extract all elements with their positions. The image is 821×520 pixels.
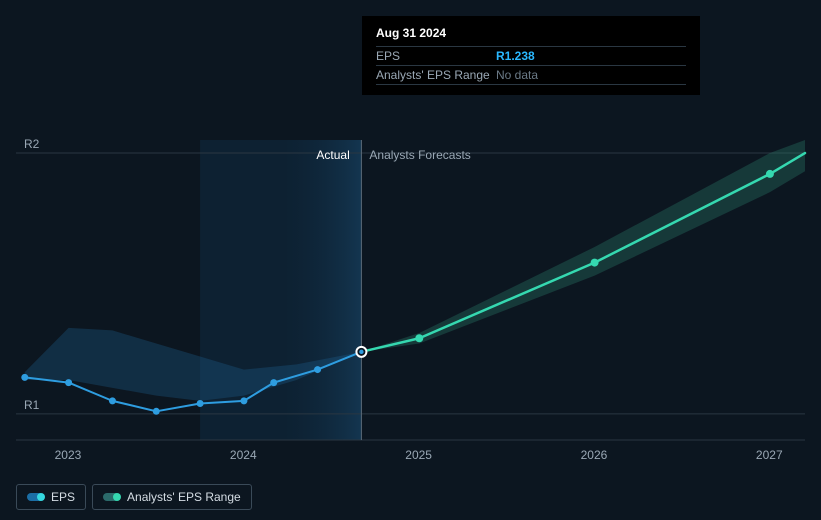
tooltip-row-eps: EPS R1.238 <box>376 46 686 65</box>
x-tick-label: 2025 <box>405 448 432 462</box>
x-tick-label: 2026 <box>581 448 608 462</box>
x-tick-label: 2024 <box>230 448 257 462</box>
marker-actual <box>153 408 160 415</box>
marker-forecast <box>591 259 599 267</box>
y-tick-label: R1 <box>24 398 39 412</box>
marker-actual <box>197 400 204 407</box>
marker-forecast <box>766 170 774 178</box>
marker-highlight-inner <box>359 350 363 354</box>
chart-legend: EPS Analysts' EPS Range <box>16 484 252 510</box>
tooltip-divider <box>376 84 686 85</box>
legend-label: Analysts' EPS Range <box>127 490 241 504</box>
legend-swatch-icon <box>103 493 119 501</box>
x-tick-label: 2023 <box>55 448 82 462</box>
legend-toggle-range[interactable]: Analysts' EPS Range <box>92 484 252 510</box>
y-tick-label: R2 <box>24 137 39 151</box>
legend-dot-icon <box>113 493 121 501</box>
tooltip-date: Aug 31 2024 <box>376 26 686 40</box>
region-label-forecast: Analysts Forecasts <box>369 148 470 162</box>
legend-swatch-icon <box>27 493 43 501</box>
tooltip-value: No data <box>496 68 538 82</box>
chart-tooltip: Aug 31 2024 EPS R1.238 Analysts' EPS Ran… <box>362 16 700 95</box>
x-tick-label: 2027 <box>756 448 783 462</box>
shaded-glow <box>281 140 361 440</box>
legend-dot-icon <box>37 493 45 501</box>
region-label-actual: Actual <box>316 148 349 162</box>
marker-actual <box>21 374 28 381</box>
marker-actual <box>109 397 116 404</box>
eps-chart: Aug 31 2024 EPS R1.238 Analysts' EPS Ran… <box>0 0 821 520</box>
legend-toggle-eps[interactable]: EPS <box>16 484 86 510</box>
tooltip-row-range: Analysts' EPS Range No data <box>376 65 686 84</box>
marker-actual <box>314 366 321 373</box>
marker-actual <box>270 379 277 386</box>
marker-actual <box>65 379 72 386</box>
tooltip-value: R1.238 <box>496 49 535 63</box>
tooltip-label: EPS <box>376 49 496 63</box>
marker-actual <box>240 397 247 404</box>
band-forecast <box>361 140 805 352</box>
tooltip-label: Analysts' EPS Range <box>376 68 496 82</box>
legend-label: EPS <box>51 490 75 504</box>
marker-forecast <box>415 334 423 342</box>
